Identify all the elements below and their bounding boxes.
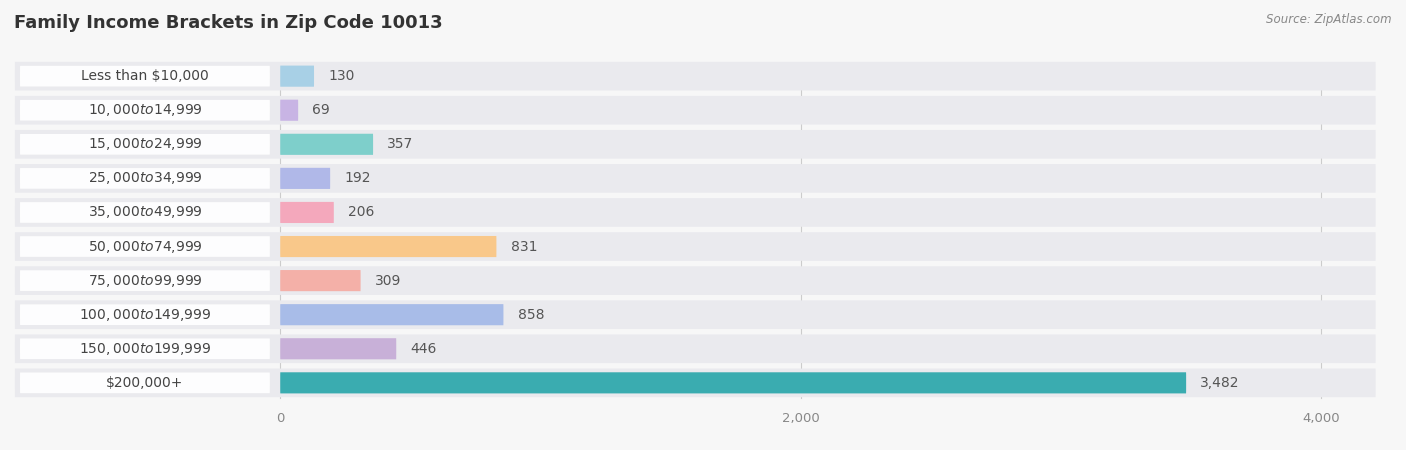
FancyBboxPatch shape [280,168,330,189]
FancyBboxPatch shape [20,236,270,257]
FancyBboxPatch shape [15,301,1375,329]
Text: $200,000+: $200,000+ [107,376,184,390]
FancyBboxPatch shape [15,369,1375,397]
Text: 357: 357 [387,137,413,151]
Text: $100,000 to $149,999: $100,000 to $149,999 [79,307,211,323]
FancyBboxPatch shape [15,62,1375,90]
FancyBboxPatch shape [280,202,333,223]
FancyBboxPatch shape [280,134,373,155]
Text: $50,000 to $74,999: $50,000 to $74,999 [87,238,202,255]
FancyBboxPatch shape [15,198,1375,227]
Text: Less than $10,000: Less than $10,000 [82,69,209,83]
Text: Family Income Brackets in Zip Code 10013: Family Income Brackets in Zip Code 10013 [14,14,443,32]
Text: 858: 858 [517,308,544,322]
Text: 192: 192 [344,171,371,185]
Text: $15,000 to $24,999: $15,000 to $24,999 [87,136,202,152]
FancyBboxPatch shape [20,373,270,393]
FancyBboxPatch shape [20,304,270,325]
FancyBboxPatch shape [280,270,360,291]
FancyBboxPatch shape [280,236,496,257]
FancyBboxPatch shape [280,372,1187,393]
FancyBboxPatch shape [20,168,270,189]
FancyBboxPatch shape [15,266,1375,295]
Text: 446: 446 [411,342,437,356]
Text: 831: 831 [510,239,537,253]
FancyBboxPatch shape [15,96,1375,125]
Text: 206: 206 [349,206,374,220]
Text: $75,000 to $99,999: $75,000 to $99,999 [87,273,202,288]
FancyBboxPatch shape [280,304,503,325]
FancyBboxPatch shape [20,202,270,223]
FancyBboxPatch shape [15,232,1375,261]
Text: 3,482: 3,482 [1201,376,1240,390]
Text: 130: 130 [328,69,354,83]
FancyBboxPatch shape [20,134,270,155]
FancyBboxPatch shape [20,100,270,121]
FancyBboxPatch shape [20,66,270,86]
FancyBboxPatch shape [15,164,1375,193]
FancyBboxPatch shape [20,270,270,291]
FancyBboxPatch shape [20,338,270,359]
FancyBboxPatch shape [280,338,396,360]
FancyBboxPatch shape [15,130,1375,158]
Text: Source: ZipAtlas.com: Source: ZipAtlas.com [1267,14,1392,27]
FancyBboxPatch shape [280,66,314,87]
FancyBboxPatch shape [280,99,298,121]
Text: 309: 309 [375,274,401,288]
Text: 69: 69 [312,103,330,117]
Text: $150,000 to $199,999: $150,000 to $199,999 [79,341,211,357]
Text: $35,000 to $49,999: $35,000 to $49,999 [87,204,202,220]
FancyBboxPatch shape [15,334,1375,363]
Text: $10,000 to $14,999: $10,000 to $14,999 [87,102,202,118]
Text: $25,000 to $34,999: $25,000 to $34,999 [87,171,202,186]
